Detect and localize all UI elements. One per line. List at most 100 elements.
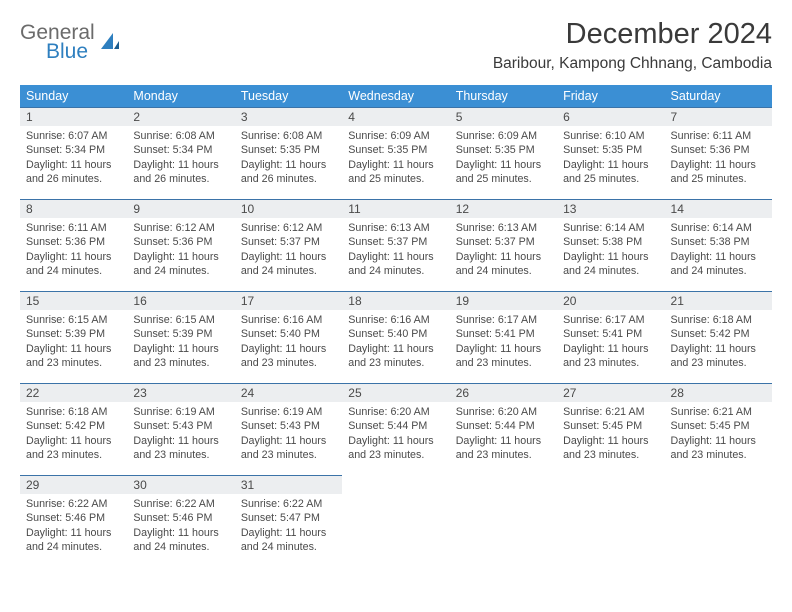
calendar-cell: 3Sunrise: 6:08 AMSunset: 5:35 PMDaylight… [235,107,342,199]
calendar-cell: 27Sunrise: 6:21 AMSunset: 5:45 PMDayligh… [557,383,664,475]
calendar-cell: 29Sunrise: 6:22 AMSunset: 5:46 PMDayligh… [20,475,127,567]
day-body: Sunrise: 6:21 AMSunset: 5:45 PMDaylight:… [557,402,664,467]
sunrise-line: Sunrise: 6:22 AM [26,497,121,511]
sunrise-line: Sunrise: 6:11 AM [671,129,766,143]
sunrise-line: Sunrise: 6:22 AM [133,497,228,511]
calendar-cell: 4Sunrise: 6:09 AMSunset: 5:35 PMDaylight… [342,107,449,199]
day-number-band: 10 [235,199,342,218]
sunrise-line: Sunrise: 6:18 AM [26,405,121,419]
day-number-band: 23 [127,383,234,402]
daylight-line: Daylight: 11 hours and 24 minutes. [26,526,121,555]
sunrise-line: Sunrise: 6:16 AM [241,313,336,327]
day-body: Sunrise: 6:22 AMSunset: 5:46 PMDaylight:… [127,494,234,559]
calendar-cell: 13Sunrise: 6:14 AMSunset: 5:38 PMDayligh… [557,199,664,291]
sunset-line: Sunset: 5:37 PM [241,235,336,249]
weekday-header: Friday [557,85,664,107]
day-body: Sunrise: 6:14 AMSunset: 5:38 PMDaylight:… [557,218,664,283]
day-body: Sunrise: 6:14 AMSunset: 5:38 PMDaylight:… [665,218,772,283]
weekday-header: Saturday [665,85,772,107]
day-body: Sunrise: 6:20 AMSunset: 5:44 PMDaylight:… [450,402,557,467]
daylight-line: Daylight: 11 hours and 25 minutes. [671,158,766,187]
day-number-band: 24 [235,383,342,402]
day-number-band: 15 [20,291,127,310]
sunset-line: Sunset: 5:39 PM [133,327,228,341]
day-number-band: 19 [450,291,557,310]
day-body: Sunrise: 6:17 AMSunset: 5:41 PMDaylight:… [450,310,557,375]
daylight-line: Daylight: 11 hours and 24 minutes. [241,250,336,279]
day-body: Sunrise: 6:19 AMSunset: 5:43 PMDaylight:… [235,402,342,467]
weekday-header: Sunday [20,85,127,107]
sunset-line: Sunset: 5:47 PM [241,511,336,525]
day-number-band: 18 [342,291,449,310]
calendar-cell: 20Sunrise: 6:17 AMSunset: 5:41 PMDayligh… [557,291,664,383]
day-body: Sunrise: 6:17 AMSunset: 5:41 PMDaylight:… [557,310,664,375]
sunrise-line: Sunrise: 6:09 AM [348,129,443,143]
sunrise-line: Sunrise: 6:19 AM [241,405,336,419]
day-number-band: 11 [342,199,449,218]
calendar-cell: 25Sunrise: 6:20 AMSunset: 5:44 PMDayligh… [342,383,449,475]
sunset-line: Sunset: 5:45 PM [563,419,658,433]
sunset-line: Sunset: 5:36 PM [133,235,228,249]
daylight-line: Daylight: 11 hours and 25 minutes. [456,158,551,187]
daylight-line: Daylight: 11 hours and 23 minutes. [456,342,551,371]
day-body: Sunrise: 6:12 AMSunset: 5:37 PMDaylight:… [235,218,342,283]
sunset-line: Sunset: 5:46 PM [26,511,121,525]
day-number-band: 27 [557,383,664,402]
day-body: Sunrise: 6:22 AMSunset: 5:47 PMDaylight:… [235,494,342,559]
sunrise-line: Sunrise: 6:20 AM [348,405,443,419]
calendar-cell: 10Sunrise: 6:12 AMSunset: 5:37 PMDayligh… [235,199,342,291]
sunset-line: Sunset: 5:46 PM [133,511,228,525]
day-number-band: 4 [342,107,449,126]
day-body: Sunrise: 6:13 AMSunset: 5:37 PMDaylight:… [450,218,557,283]
day-number-band: 22 [20,383,127,402]
page-header: General Blue December 2024 Baribour, Kam… [20,18,772,73]
day-body: Sunrise: 6:08 AMSunset: 5:34 PMDaylight:… [127,126,234,191]
day-body: Sunrise: 6:16 AMSunset: 5:40 PMDaylight:… [235,310,342,375]
day-body: Sunrise: 6:15 AMSunset: 5:39 PMDaylight:… [127,310,234,375]
sunset-line: Sunset: 5:37 PM [348,235,443,249]
day-body: Sunrise: 6:16 AMSunset: 5:40 PMDaylight:… [342,310,449,375]
sunrise-line: Sunrise: 6:14 AM [563,221,658,235]
sunrise-line: Sunrise: 6:21 AM [671,405,766,419]
sunset-line: Sunset: 5:35 PM [241,143,336,157]
sunset-line: Sunset: 5:42 PM [26,419,121,433]
daylight-line: Daylight: 11 hours and 24 minutes. [133,250,228,279]
day-body: Sunrise: 6:21 AMSunset: 5:45 PMDaylight:… [665,402,772,467]
calendar-cell: 14Sunrise: 6:14 AMSunset: 5:38 PMDayligh… [665,199,772,291]
daylight-line: Daylight: 11 hours and 23 minutes. [671,342,766,371]
sunrise-line: Sunrise: 6:07 AM [26,129,121,143]
day-number-band: 9 [127,199,234,218]
calendar-cell: 22Sunrise: 6:18 AMSunset: 5:42 PMDayligh… [20,383,127,475]
daylight-line: Daylight: 11 hours and 24 minutes. [563,250,658,279]
daylight-line: Daylight: 11 hours and 23 minutes. [133,342,228,371]
sunrise-line: Sunrise: 6:13 AM [348,221,443,235]
daylight-line: Daylight: 11 hours and 26 minutes. [26,158,121,187]
calendar-cell: 2Sunrise: 6:08 AMSunset: 5:34 PMDaylight… [127,107,234,199]
day-body: Sunrise: 6:11 AMSunset: 5:36 PMDaylight:… [20,218,127,283]
daylight-line: Daylight: 11 hours and 24 minutes. [133,526,228,555]
daylight-line: Daylight: 11 hours and 25 minutes. [563,158,658,187]
calendar-cell: 9 Sunrise: 6:12 AMSunset: 5:36 PMDaylight… [127,199,234,291]
calendar-cell: 18Sunrise: 6:16 AMSunset: 5:40 PMDayligh… [342,291,449,383]
sunrise-line: Sunrise: 6:16 AM [348,313,443,327]
day-body: Sunrise: 6:07 AMSunset: 5:34 PMDaylight:… [20,126,127,191]
day-number-band: 2 [127,107,234,126]
day-number-band: 14 [665,199,772,218]
sunset-line: Sunset: 5:43 PM [133,419,228,433]
weekday-header: Thursday [450,85,557,107]
sunrise-line: Sunrise: 6:15 AM [26,313,121,327]
sunset-line: Sunset: 5:38 PM [671,235,766,249]
calendar-cell: 1Sunrise: 6:07 AMSunset: 5:34 PMDaylight… [20,107,127,199]
day-number-band: 26 [450,383,557,402]
daylight-line: Daylight: 11 hours and 26 minutes. [241,158,336,187]
sunrise-line: Sunrise: 6:12 AM [133,221,228,235]
sunset-line: Sunset: 5:38 PM [563,235,658,249]
calendar-cell: 26Sunrise: 6:20 AMSunset: 5:44 PMDayligh… [450,383,557,475]
sunrise-line: Sunrise: 6:15 AM [133,313,228,327]
sunrise-line: Sunrise: 6:13 AM [456,221,551,235]
daylight-line: Daylight: 11 hours and 23 minutes. [563,342,658,371]
daylight-line: Daylight: 11 hours and 23 minutes. [348,342,443,371]
day-number-band: 17 [235,291,342,310]
sunset-line: Sunset: 5:41 PM [456,327,551,341]
calendar-cell: 15Sunrise: 6:15 AMSunset: 5:39 PMDayligh… [20,291,127,383]
